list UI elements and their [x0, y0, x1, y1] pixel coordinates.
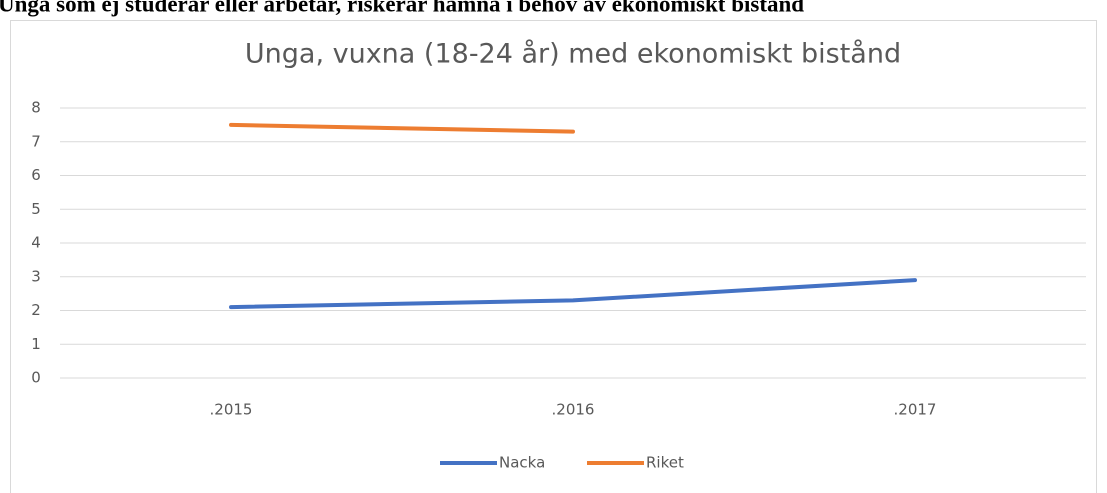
legend-label: Riket	[646, 454, 684, 472]
legend-label: Nacka	[499, 454, 545, 472]
y-tick-label: 3	[31, 267, 41, 285]
x-tick-label: .2016	[552, 401, 595, 419]
y-tick-label: 6	[31, 166, 41, 184]
x-tick-label: .2015	[210, 401, 253, 419]
chart-frame	[10, 20, 1097, 493]
y-tick-label: 0	[31, 369, 41, 387]
y-tick-label: 4	[31, 234, 41, 252]
y-tick-label: 1	[31, 335, 41, 353]
y-tick-label: 5	[31, 200, 41, 218]
series-line	[229, 122, 575, 134]
series-line	[229, 278, 917, 310]
x-tick-label: .2017	[894, 401, 937, 419]
chart-title: Unga, vuxna (18-24 år) med ekonomiskt bi…	[245, 39, 901, 70]
y-tick-label: 8	[31, 99, 41, 117]
y-tick-label: 2	[31, 301, 41, 319]
y-tick-label: 7	[31, 132, 41, 150]
heading: Unga som ej studerar eller arbetar, risk…	[0, 0, 804, 16]
